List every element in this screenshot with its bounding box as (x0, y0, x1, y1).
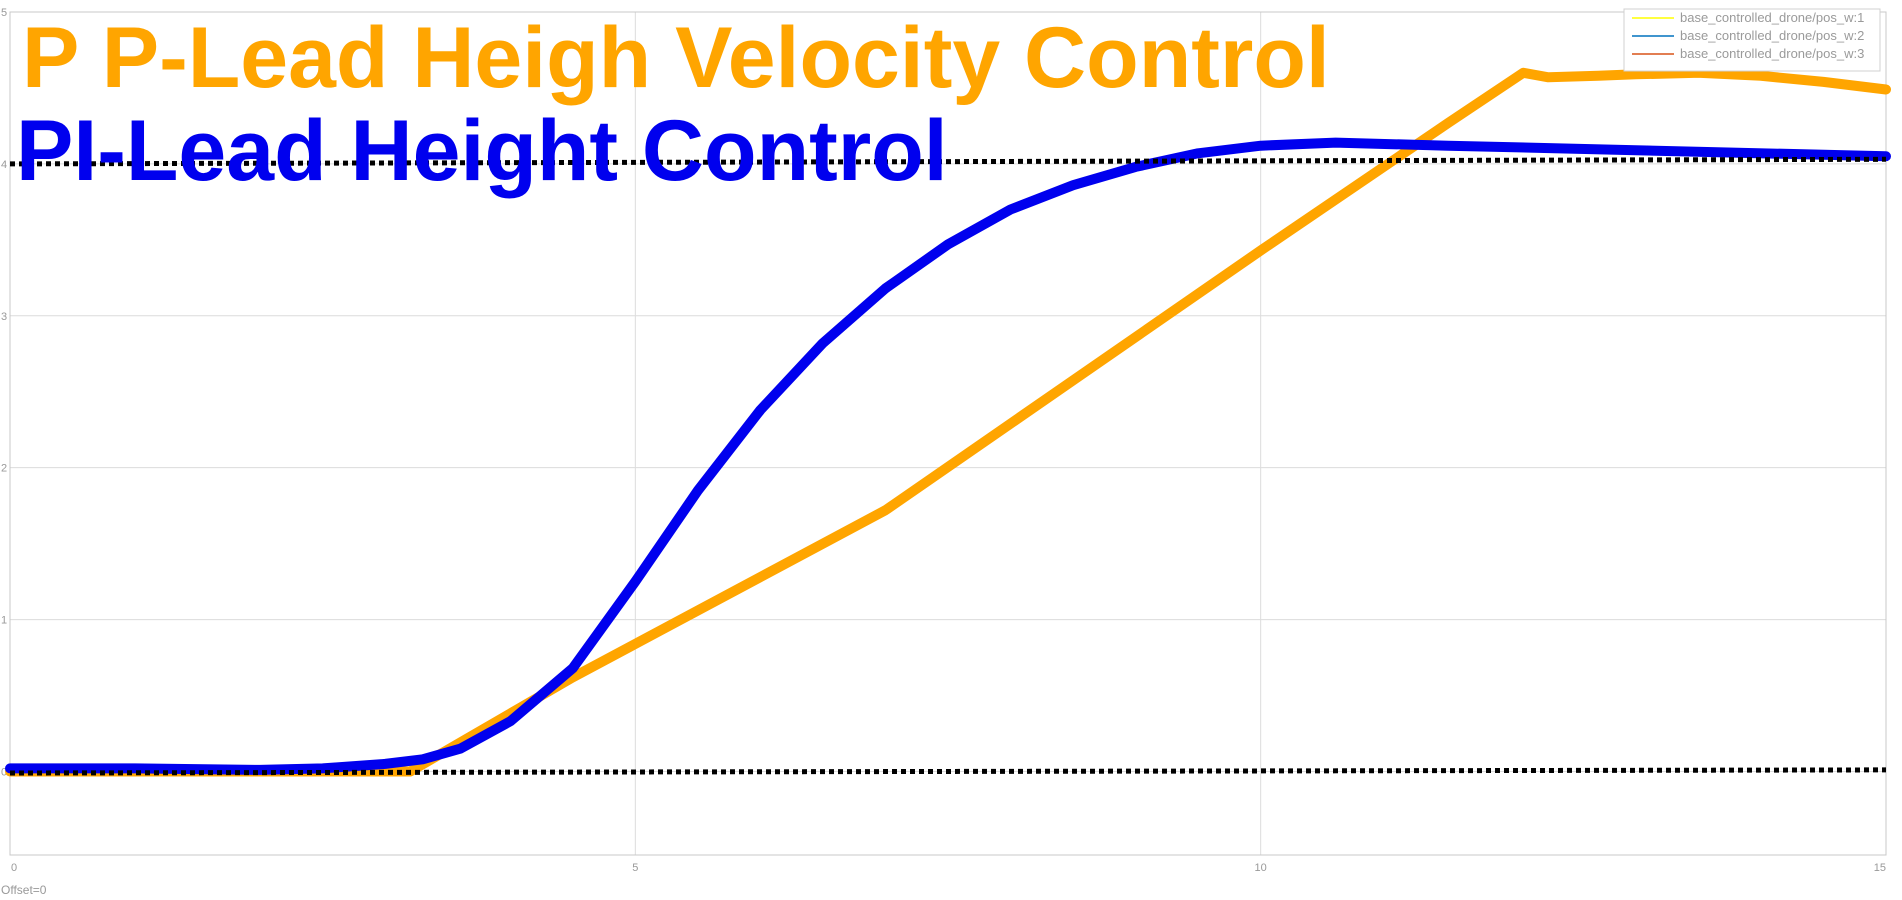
y-tick-label: 4 (1, 159, 7, 171)
y-tick-label: 5 (1, 7, 7, 19)
x-tick-label: 10 (1255, 862, 1267, 874)
legend-label: base_controlled_drone/pos_w:2 (1680, 28, 1864, 43)
chart-title-blue: PI-Lead Height Control (16, 103, 948, 199)
legend-label: base_controlled_drone/pos_w:3 (1680, 46, 1864, 61)
series-lines (5, 67, 1891, 777)
chart-title-orange: P P-Lead Heigh Velocity Control (22, 10, 1330, 106)
legend[interactable]: base_controlled_drone/pos_w:1 base_contro… (1623, 8, 1881, 72)
plot-frame (9, 11, 1887, 856)
series-line-2 (5, 137, 1891, 775)
x-tick-label: 5 (632, 862, 638, 874)
legend-label: base_controlled_drone/pos_w:1 (1680, 10, 1864, 25)
y-tick-label: 2 (1, 463, 7, 475)
offset-label: Offset=0 (1, 883, 47, 897)
y-tick-label: 1 (1, 615, 7, 627)
y-tick-label: 3 (1, 311, 7, 323)
y-tick-label: 0 (1, 766, 7, 778)
reference-line-4 (9, 767, 1887, 776)
x-tick-label: 0 (11, 862, 17, 874)
tick-labels: 0 5 10 15 0 1 2 3 4 5 (1, 7, 1886, 874)
x-tick-label: 15 (1874, 862, 1886, 874)
legend-box (1623, 8, 1881, 72)
reference-line-3 (9, 156, 1887, 167)
series-line-1 (5, 67, 1891, 777)
